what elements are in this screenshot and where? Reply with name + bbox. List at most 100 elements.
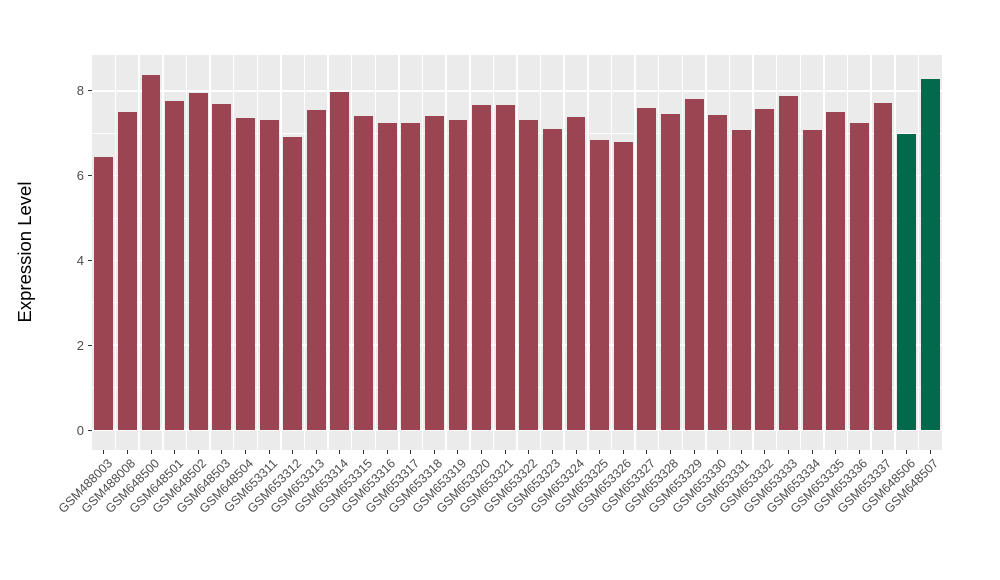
grid-vertical-line xyxy=(185,55,188,450)
x-tick-mark xyxy=(929,450,931,454)
x-tick-mark xyxy=(882,450,884,454)
bar-gsm648507 xyxy=(920,78,940,430)
bar-gsm653327 xyxy=(637,108,657,430)
grid-vertical-line xyxy=(728,55,731,450)
x-tick-mark xyxy=(717,450,719,454)
grid-vertical-line xyxy=(256,55,259,450)
x-tick-mark xyxy=(811,450,813,454)
x-tick-mark xyxy=(481,450,483,454)
x-tick-mark xyxy=(433,450,435,454)
grid-vertical-line xyxy=(209,55,211,450)
bar-gsm653320 xyxy=(472,104,491,430)
x-tick-mark xyxy=(292,450,294,454)
bar-gsm653323 xyxy=(542,128,562,430)
grid-vertical-line xyxy=(138,55,140,450)
x-tick-mark xyxy=(669,450,671,454)
grid-vertical-line xyxy=(421,55,424,450)
bar-gsm653334 xyxy=(802,129,822,430)
x-tick-mark xyxy=(906,450,908,454)
bar-gsm653331 xyxy=(731,129,751,430)
y-tick-mark xyxy=(87,344,92,346)
x-tick-mark xyxy=(575,450,577,454)
grid-vertical-line xyxy=(775,55,778,450)
x-tick-mark xyxy=(174,450,176,454)
grid-vertical-line xyxy=(516,55,518,450)
x-tick-mark xyxy=(528,450,530,454)
grid-vertical-line xyxy=(469,55,471,450)
bar-gsm653325 xyxy=(590,139,610,430)
bar-gsm653316 xyxy=(377,123,397,430)
bar-gsm653335 xyxy=(826,111,846,430)
bar-gsm653321 xyxy=(495,104,515,430)
x-tick-mark xyxy=(339,450,341,454)
y-tick-mark xyxy=(87,429,92,431)
bar-gsm653324 xyxy=(566,117,586,430)
y-tick-label: 8 xyxy=(76,83,84,99)
bar-gsm653330 xyxy=(708,114,728,430)
y-tick-label: 4 xyxy=(76,252,84,268)
grid-vertical-line xyxy=(445,55,447,450)
grid-vertical-line xyxy=(610,55,613,450)
bar-gsm653332 xyxy=(755,109,775,430)
x-tick-mark xyxy=(693,450,695,454)
x-tick-mark xyxy=(221,450,223,454)
x-tick-mark xyxy=(103,450,105,454)
y-tick-label: 2 xyxy=(76,337,84,353)
grid-vertical-line xyxy=(539,55,542,450)
grid-vertical-line xyxy=(114,55,117,450)
x-tick-mark xyxy=(788,450,790,454)
bar-gsm648503 xyxy=(212,103,232,430)
grid-vertical-line xyxy=(350,55,353,450)
x-tick-mark xyxy=(858,450,860,454)
grid-vertical-line xyxy=(799,55,802,450)
grid-vertical-line xyxy=(705,55,707,450)
grid-vertical-line xyxy=(823,55,825,450)
bar-gsm653312 xyxy=(283,137,303,430)
grid-vertical-line xyxy=(870,55,872,450)
x-tick-mark xyxy=(504,450,506,454)
y-tick-label: 0 xyxy=(76,422,84,438)
y-axis-title: Expression Level xyxy=(14,181,35,323)
bar-gsm648500 xyxy=(141,74,161,430)
y-tick-mark xyxy=(87,259,92,261)
bar-gsm648502 xyxy=(188,92,208,430)
grid-vertical-line xyxy=(162,55,164,450)
bar-gsm653322 xyxy=(519,120,539,430)
grid-vertical-line xyxy=(232,55,235,450)
grid-vertical-line xyxy=(563,55,565,450)
bar-gsm653311 xyxy=(259,119,279,430)
x-tick-mark xyxy=(244,450,246,454)
grid-vertical-line xyxy=(303,55,306,450)
bar-gsm653315 xyxy=(354,115,373,430)
bar-gsm653314 xyxy=(330,92,350,430)
x-tick-mark xyxy=(835,450,837,454)
grid-vertical-line xyxy=(492,55,495,450)
bar-gsm648501 xyxy=(165,100,185,430)
bar-gsm653318 xyxy=(424,116,444,430)
y-tick-label: 6 xyxy=(76,168,84,184)
y-tick-mark xyxy=(87,175,92,177)
x-tick-mark xyxy=(386,450,388,454)
bar-gsm653337 xyxy=(873,102,893,430)
y-tick-mark xyxy=(87,90,92,92)
x-tick-mark xyxy=(740,450,742,454)
x-tick-mark xyxy=(197,450,199,454)
grid-vertical-line xyxy=(280,55,282,450)
x-tick-mark xyxy=(268,450,270,454)
x-tick-mark xyxy=(410,450,412,454)
bar-gsm653319 xyxy=(448,120,468,430)
grid-vertical-line xyxy=(634,55,636,450)
x-tick-mark xyxy=(646,450,648,454)
x-tick-mark xyxy=(457,450,459,454)
grid-vertical-line xyxy=(398,55,400,450)
x-tick-mark xyxy=(551,450,553,454)
bar-gsm653333 xyxy=(779,95,798,430)
grid-vertical-line xyxy=(327,55,329,450)
bar-gsm653313 xyxy=(306,110,326,430)
x-tick-mark xyxy=(126,450,128,454)
bar-gsm653329 xyxy=(684,99,704,430)
grid-vertical-line xyxy=(587,55,589,450)
grid-vertical-line xyxy=(657,55,660,450)
grid-vertical-line xyxy=(917,55,920,450)
